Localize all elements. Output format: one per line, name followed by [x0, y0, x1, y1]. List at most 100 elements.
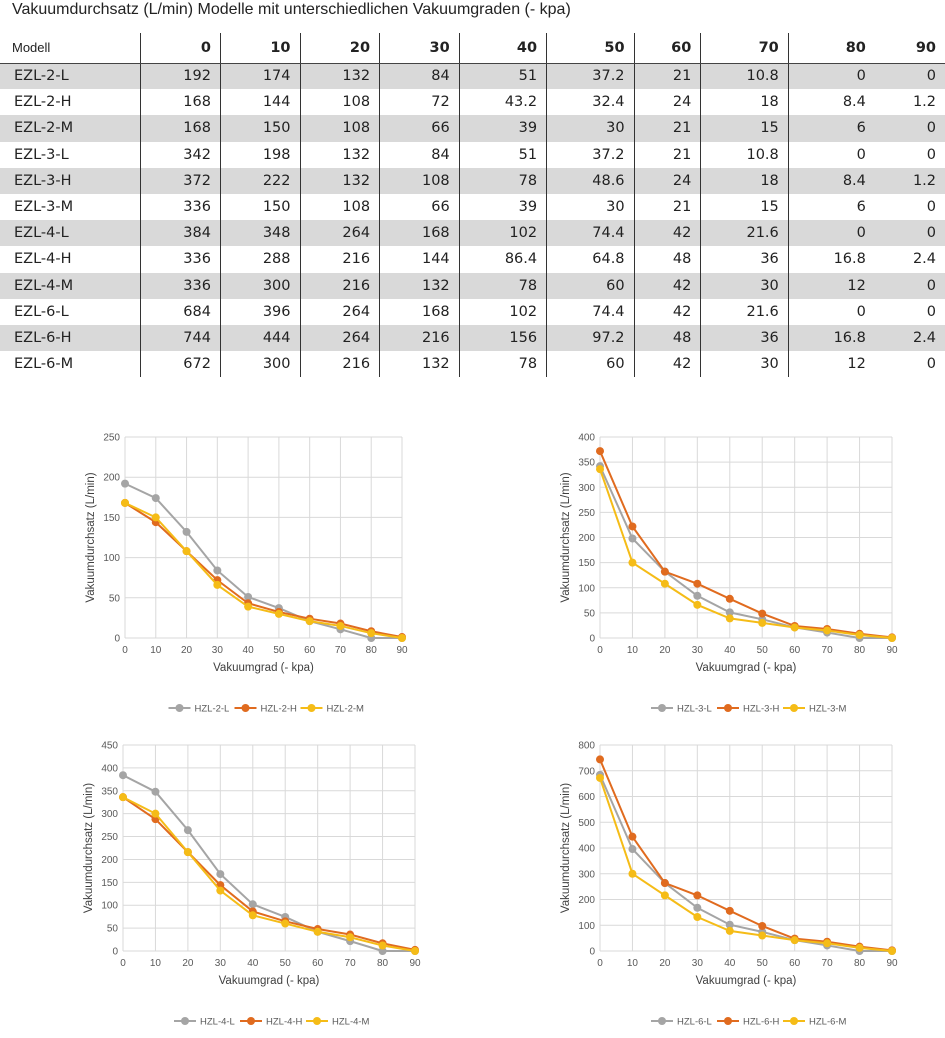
- legend-label: HZL-2-M: [327, 704, 365, 715]
- data-point-HZL-4-M: [248, 911, 257, 920]
- header-kpa-50: 50: [546, 33, 635, 64]
- data-point-HZL-3-H: [596, 447, 604, 456]
- data-point-HZL-6-L: [725, 920, 734, 929]
- value-cell: 132: [299, 63, 380, 90]
- data-point-HZL-3-M: [888, 634, 896, 642]
- data-point-HZL-3-H: [693, 579, 702, 588]
- y-tick-label: 300: [101, 809, 118, 820]
- data-point-HZL-4-M: [216, 886, 225, 895]
- y-tick-label: 200: [578, 533, 595, 544]
- value-cell: 150: [219, 115, 301, 142]
- y-tick-label: 250: [101, 832, 118, 843]
- header-kpa-70: 70: [700, 33, 789, 64]
- value-cell: 192: [140, 63, 221, 90]
- data-point-HZL-2-L: [182, 527, 191, 536]
- value-cell: 78: [458, 272, 547, 299]
- header-kpa-10: 10: [219, 33, 301, 64]
- value-cell: 84: [379, 141, 460, 168]
- value-cell: 0: [787, 220, 875, 247]
- data-point-HZL-2-M: [182, 547, 191, 556]
- header-kpa-60: 60: [633, 33, 701, 64]
- value-cell: 0: [787, 298, 875, 325]
- value-cell: 74.4: [546, 298, 635, 325]
- y-tick-label: 0: [589, 947, 595, 958]
- x-tick-label: 10: [150, 645, 162, 656]
- chart-hzl-4: 0 50 100 150 200 250 300 350 400 450 0 10 20 30 40 50 60…: [78, 738, 423, 1033]
- value-cell: 684: [140, 298, 221, 325]
- model-cell: EZL-4-M: [0, 272, 141, 299]
- data-point-HZL-3-H: [725, 594, 734, 603]
- y-tick-label: 350: [101, 786, 118, 797]
- header-kpa-20: 20: [299, 33, 380, 64]
- data-table: Modell 0 10 20 30 40 50 60 70 80 90 EZL-2-L 192 174 1…: [0, 33, 945, 378]
- y-tick-label: 600: [578, 792, 595, 803]
- y-axis-label: Vakuumdurchsatz (L/min): [560, 783, 572, 913]
- x-tick-label: 50: [273, 645, 285, 656]
- table-row: EZL-6-L 684 396 264 168 102 74.4 42 21.6 0 0: [0, 298, 945, 325]
- series-line-HZL-6-H: [599, 759, 893, 952]
- header-kpa-90: 90: [874, 33, 945, 64]
- x-tick-label: 40: [724, 645, 736, 656]
- value-cell: 21: [633, 115, 701, 142]
- value-cell: 174: [219, 63, 301, 90]
- value-cell: 342: [140, 141, 221, 168]
- series-line-HZL-4-L: [122, 774, 415, 952]
- y-tick-label: 700: [578, 766, 595, 777]
- series-line-HZL-4-H: [122, 796, 416, 951]
- data-point-HZL-4-L: [216, 870, 225, 879]
- series-line-HZL-3-H: [599, 450, 893, 639]
- value-cell: 102: [458, 298, 547, 325]
- value-cell: 39: [458, 115, 547, 142]
- series-line-HZL-4-M: [122, 796, 416, 952]
- value-cell: 144: [219, 89, 301, 116]
- value-cell: 37.2: [546, 63, 635, 90]
- value-cell: 396: [219, 298, 301, 325]
- data-point-HZL-2-M: [305, 617, 314, 626]
- y-tick-label: 50: [109, 593, 121, 604]
- x-tick-label: 20: [659, 645, 671, 656]
- y-tick-label: 400: [578, 844, 595, 855]
- data-point-HZL-4-L: [248, 900, 257, 909]
- value-cell: 384: [140, 220, 221, 247]
- value-cell: 0: [787, 141, 875, 168]
- x-tick-label: 30: [692, 645, 704, 656]
- x-tick-label: 10: [627, 645, 639, 656]
- value-cell: 336: [140, 272, 221, 299]
- y-tick-label: 150: [578, 558, 595, 569]
- value-cell: 16.8: [787, 246, 875, 273]
- value-cell: 8.4: [787, 89, 875, 116]
- data-point-HZL-4-M: [313, 927, 322, 936]
- data-point-HZL-6-M: [660, 891, 669, 900]
- x-tick-label: 80: [854, 958, 866, 969]
- line-chart: 0 50 100 150 200 250 300 350 400 450 0 10 20 30 40 50 60…: [83, 741, 421, 1028]
- value-cell: 264: [299, 220, 380, 247]
- y-tick-label: 300: [578, 869, 595, 880]
- y-tick-label: 400: [101, 763, 118, 774]
- value-cell: 132: [299, 141, 380, 168]
- data-point-HZL-3-L: [725, 608, 734, 617]
- model-cell: EZL-2-H: [14, 94, 72, 111]
- value-cell: 336: [140, 193, 221, 221]
- value-cell: 72: [379, 89, 460, 116]
- table-row: EZL-4-M 336 300 216 132 78 60 42 30 12 0: [0, 272, 945, 299]
- legend-label: HZL-4-L: [200, 1017, 235, 1028]
- value-cell: 42: [633, 272, 701, 299]
- data-point-HZL-2-M: [244, 602, 253, 611]
- model-cell: EZL-3-M: [14, 199, 74, 216]
- x-tick-label: 20: [659, 958, 671, 969]
- legend-label: HZL-6-L: [677, 1017, 712, 1028]
- series-line-HZL-2-H: [124, 502, 403, 639]
- table-row: EZL-6-M 672 300 216 132 78 60 42 30 12 0: [0, 351, 945, 378]
- legend-marker: [313, 1017, 321, 1025]
- header-kpa-30: 30: [379, 33, 460, 64]
- value-cell: 30: [700, 351, 789, 378]
- data-point-HZL-6-M: [855, 943, 864, 952]
- legend-marker: [241, 704, 250, 712]
- value-cell: 336: [140, 246, 221, 273]
- value-cell: 60: [546, 272, 635, 299]
- value-cell: 39: [458, 193, 547, 221]
- x-axis-label: Vakuumgrad (- kpa): [219, 975, 320, 987]
- x-tick-label: 40: [247, 958, 259, 969]
- x-tick-label: 40: [243, 645, 255, 656]
- y-axis-label: Vakuumdurchsatz (L/min): [85, 472, 97, 602]
